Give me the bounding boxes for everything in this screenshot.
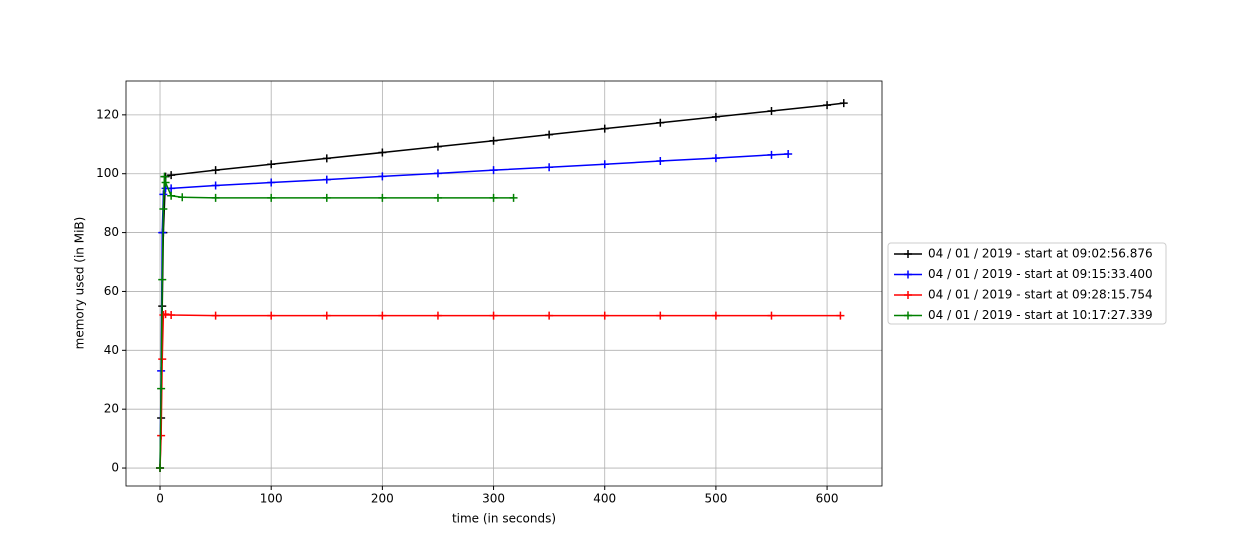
legend-label: 04 / 01 / 2019 - start at 09:28:15.754	[928, 288, 1153, 302]
data-marker	[378, 193, 387, 202]
x-tick-label: 600	[816, 492, 839, 506]
data-marker	[158, 355, 167, 364]
x-axis-label: time (in seconds)	[452, 512, 556, 526]
data-marker	[322, 175, 331, 184]
legend-marker	[904, 311, 912, 320]
data-marker	[156, 464, 165, 473]
data-marker	[267, 160, 276, 169]
y-axis-label: memory used (in MiB)	[73, 217, 87, 350]
y-tick-label: 20	[104, 402, 119, 416]
data-marker	[433, 193, 442, 202]
data-marker	[600, 124, 609, 133]
data-marker	[656, 311, 665, 320]
data-marker	[433, 311, 442, 320]
data-marker	[378, 148, 387, 157]
data-marker	[211, 166, 220, 175]
data-marker	[433, 169, 442, 178]
data-marker	[211, 193, 220, 202]
data-marker	[267, 178, 276, 187]
data-marker	[489, 166, 498, 175]
x-tick-label: 200	[371, 492, 394, 506]
data-marker	[767, 311, 776, 320]
data-marker	[711, 311, 720, 320]
data-marker	[509, 193, 518, 202]
data-marker	[711, 112, 720, 121]
y-tick-label: 80	[104, 225, 119, 239]
data-marker	[167, 191, 176, 200]
data-marker	[784, 149, 793, 158]
data-marker	[160, 172, 169, 181]
legend-marker	[904, 250, 912, 258]
data-marker	[823, 101, 832, 110]
data-marker	[489, 136, 498, 145]
legend-marker	[904, 291, 912, 299]
data-marker	[159, 205, 168, 214]
x-tick-label: 300	[482, 492, 505, 506]
data-marker	[167, 310, 176, 319]
data-marker	[167, 171, 176, 180]
data-marker	[767, 150, 776, 159]
data-marker	[545, 130, 554, 139]
data-marker	[211, 311, 220, 320]
data-marker	[157, 384, 166, 393]
legend-label: 04 / 01 / 2019 - start at 10:17:27.339	[928, 308, 1153, 322]
data-marker	[322, 311, 331, 320]
legend-label: 04 / 01 / 2019 - start at 09:15:33.400	[928, 267, 1153, 281]
data-marker	[711, 154, 720, 163]
data-marker	[158, 275, 167, 284]
data-marker	[267, 193, 276, 202]
data-marker	[322, 154, 331, 163]
data-marker	[836, 311, 845, 320]
y-tick-label: 120	[96, 107, 119, 121]
legend-label: 04 / 01 / 2019 - start at 09:02:56.876	[928, 247, 1153, 261]
data-marker	[378, 311, 387, 320]
data-marker	[656, 118, 665, 127]
x-tick-label: 100	[260, 492, 283, 506]
data-marker	[211, 181, 220, 190]
data-marker	[178, 193, 187, 202]
data-marker	[267, 311, 276, 320]
legend-box	[887, 242, 1167, 325]
y-tick-label: 0	[111, 461, 119, 475]
x-tick-label: 400	[593, 492, 616, 506]
plot-frame	[125, 80, 883, 487]
data-marker	[600, 160, 609, 169]
y-tick-label: 100	[96, 166, 119, 180]
data-marker	[600, 311, 609, 320]
y-tick-label: 40	[104, 343, 119, 357]
data-marker	[489, 193, 498, 202]
data-marker	[378, 172, 387, 181]
data-marker	[545, 163, 554, 172]
data-marker	[161, 178, 170, 187]
legend-marker	[904, 270, 912, 279]
data-marker	[489, 311, 498, 320]
series-line	[159, 313, 841, 469]
data-marker	[839, 99, 848, 108]
data-marker	[161, 310, 170, 319]
data-marker	[767, 107, 776, 116]
data-marker	[433, 142, 442, 151]
x-tick-label: 0	[156, 492, 164, 506]
data-marker	[656, 157, 665, 166]
x-tick-label: 500	[704, 492, 727, 506]
y-tick-label: 60	[104, 284, 119, 298]
data-marker	[322, 193, 331, 202]
data-marker	[545, 311, 554, 320]
